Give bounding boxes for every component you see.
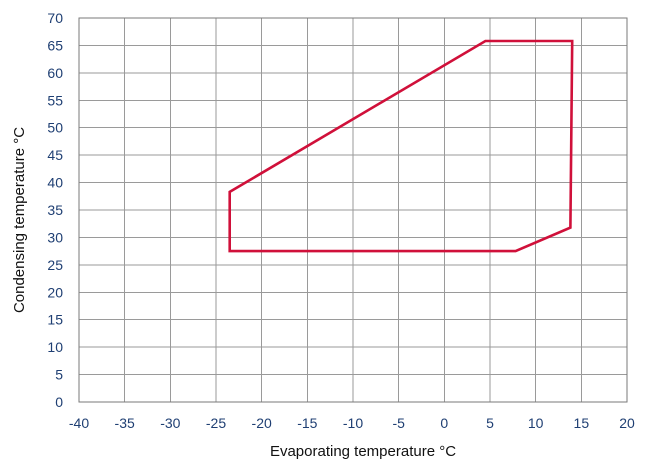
x-tick-label: 0 — [440, 415, 448, 431]
y-axis-ticks: 0 5 10 15 20 25 30 35 40 45 50 55 60 65 70 — [47, 10, 63, 410]
y-tick-label: 60 — [47, 65, 63, 81]
y-tick-label: 15 — [47, 312, 63, 328]
y-tick-label: 55 — [47, 92, 63, 108]
x-tick-label: -30 — [160, 415, 180, 431]
x-tick-label: -15 — [297, 415, 317, 431]
x-tick-label: 20 — [619, 415, 635, 431]
x-tick-label: -40 — [69, 415, 89, 431]
x-tick-label: -25 — [206, 415, 226, 431]
y-axis-label: Condensing temperature °C — [11, 127, 28, 313]
y-tick-label: 25 — [47, 257, 63, 273]
y-tick-label: 50 — [47, 120, 63, 136]
operating-envelope-line — [228, 39, 574, 253]
y-tick-label: 35 — [47, 202, 63, 218]
x-tick-label: -35 — [115, 415, 135, 431]
plot-area-frame — [78, 17, 628, 403]
x-tick-label: 15 — [574, 415, 590, 431]
y-tick-label: 10 — [47, 339, 63, 355]
y-tick-label: 45 — [47, 147, 63, 163]
x-tick-label: -10 — [343, 415, 363, 431]
x-tick-label: 10 — [528, 415, 544, 431]
series-layer — [228, 39, 574, 253]
y-tick-label: 20 — [47, 284, 63, 300]
y-tick-label: 65 — [47, 37, 63, 53]
y-tick-label: 70 — [47, 10, 63, 26]
x-tick-label: -5 — [392, 415, 405, 431]
grid — [78, 17, 628, 403]
y-tick-label: 5 — [55, 367, 63, 383]
y-tick-label: 40 — [47, 175, 63, 191]
x-axis-ticks: -40 -35 -30 -25 -20 -15 -10 -5 0 5 10 15 20 — [69, 415, 635, 431]
x-tick-label: -20 — [252, 415, 272, 431]
y-tick-label: 0 — [55, 394, 63, 410]
x-tick-label: 5 — [486, 415, 494, 431]
x-axis-label: Evaporating temperature °C — [270, 443, 456, 460]
y-tick-label: 30 — [47, 229, 63, 245]
